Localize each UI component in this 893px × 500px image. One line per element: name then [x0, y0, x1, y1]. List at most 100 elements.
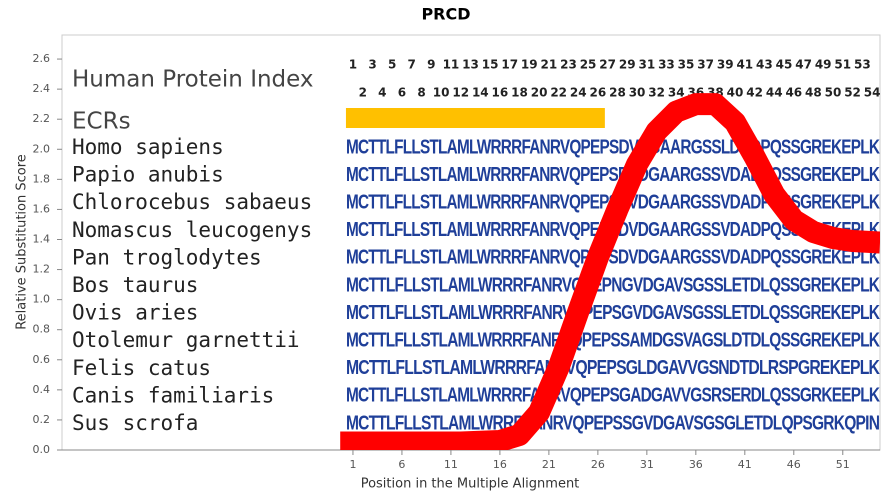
y-tick-label: 1.6 [33, 202, 51, 215]
species-name: Bos taurus [72, 273, 198, 297]
index-number: 25 [580, 58, 597, 72]
y-tick-label: 0.0 [33, 443, 51, 456]
y-axis-label: Relative Substitution Score [15, 154, 30, 330]
index-number: 21 [541, 58, 558, 72]
index-number: 18 [511, 86, 528, 100]
index-number: 26 [590, 86, 607, 100]
sequence: MCTTLFLLSTLAMLWRRRFANRVQPEPSGADGAVVGSRSE… [346, 385, 880, 407]
index-number: 1 [349, 58, 357, 72]
index-number: 4 [378, 86, 386, 100]
index-number: 15 [482, 58, 499, 72]
index-number: 51 [834, 58, 851, 72]
y-tick-label: 2.6 [33, 52, 51, 65]
sequence: MCTTLFLLSTLAMLWRRRFANRVQPEPSDVDGAARGSSVD… [346, 247, 880, 269]
x-tick-label: 51 [836, 458, 850, 471]
index-number: 40 [727, 86, 744, 100]
y-tick-label: 2.2 [33, 112, 51, 125]
x-tick-label: 26 [591, 458, 605, 471]
index-number: 42 [746, 86, 763, 100]
index-number: 14 [472, 86, 489, 100]
index-number: 28 [609, 86, 626, 100]
index-number: 16 [492, 86, 509, 100]
index-number: 47 [795, 58, 812, 72]
index-number: 33 [658, 58, 675, 72]
y-tick-label: 0.4 [33, 383, 51, 396]
x-tick-label: 36 [689, 458, 703, 471]
ecr-label: ECRs [72, 109, 131, 135]
index-number: 5 [388, 58, 396, 72]
index-number: 44 [766, 86, 783, 100]
x-tick-label: 41 [738, 458, 752, 471]
x-tick-label: 21 [542, 458, 556, 471]
y-tick-label: 1.2 [33, 263, 51, 276]
index-number: 3 [368, 58, 376, 72]
index-number: 6 [398, 86, 406, 100]
index-number: 29 [619, 58, 636, 72]
sequence: MCTTLFLLSTLAMLWRRRFANRVQPEPSDVDGAARGSSVD… [346, 164, 880, 186]
y-tick-label: 2.4 [33, 82, 51, 95]
index-number: 20 [531, 86, 548, 100]
species-name: Sus scrofa [72, 411, 198, 435]
y-tick-label: 1.4 [33, 232, 51, 245]
index-number: 43 [756, 58, 773, 72]
species-name: Papio anubis [72, 163, 224, 187]
index-number: 45 [776, 58, 793, 72]
index-number: 31 [638, 58, 655, 72]
index-number: 35 [678, 58, 695, 72]
y-tick-label: 1.0 [33, 293, 51, 306]
species-name: Nomascus leucogenys [72, 218, 312, 242]
index-number: 19 [521, 58, 538, 72]
index-number: 53 [854, 58, 871, 72]
species-name: Ovis aries [72, 301, 198, 325]
index-number: 2 [359, 86, 367, 100]
sequence: MCTTLFLLSTLAMLWRRRFANRVQPEPSGVDGAVSGSSLE… [346, 302, 880, 324]
x-tick-label: 31 [640, 458, 654, 471]
index-number: 23 [560, 58, 577, 72]
index-number: 54 [864, 86, 881, 100]
index-number: 10 [433, 86, 450, 100]
index-number: 22 [550, 86, 567, 100]
index-number: 46 [785, 86, 802, 100]
index-number: 8 [417, 86, 425, 100]
index-title: Human Protein Index [72, 67, 314, 93]
index-number: 39 [717, 58, 734, 72]
chart-title: PRCD [421, 5, 470, 24]
sequence: MCTTLFLLSTLAMLWRRRFANRVQPEPNGVDGAVSGSSLE… [346, 274, 880, 296]
x-tick-label: 6 [398, 458, 405, 471]
ecr-bar [345, 108, 605, 128]
index-number: 48 [805, 86, 822, 100]
x-tick-label: 46 [787, 458, 801, 471]
x-tick-label: 1 [349, 458, 356, 471]
index-number: 11 [443, 58, 460, 72]
y-tick-label: 0.6 [33, 353, 51, 366]
index-number: 7 [408, 58, 416, 72]
sequence: MCTTLFLLSTLAMLWRRRFANRVQPEPSGLDGAVVGSNDT… [346, 357, 880, 379]
index-number: 24 [570, 86, 587, 100]
line [340, 93, 880, 450]
index-number: 13 [462, 58, 479, 72]
y-tick-label: 1.8 [33, 172, 51, 185]
x-tick-label: 16 [493, 458, 507, 471]
series-group [340, 93, 880, 450]
species-name: Homo sapiens [72, 135, 224, 159]
y-tick-label: 0.8 [33, 323, 51, 336]
sequence: MCTTLFLLSTLAMLWRRRFANRVQPEPSDVDGAARGSSLD… [346, 136, 880, 158]
species-name: Otolemur garnettii [72, 328, 300, 352]
index-number: 27 [599, 58, 616, 72]
index-number: 12 [452, 86, 469, 100]
y-tick-label: 2.0 [33, 142, 51, 155]
index-number: 32 [648, 86, 665, 100]
index-number: 41 [736, 58, 753, 72]
x-tick-label: 11 [444, 458, 458, 471]
species-name: Pan troglodytes [72, 245, 262, 269]
index-number: 50 [825, 86, 842, 100]
y-tick-label: 0.2 [33, 413, 51, 426]
sequence: MCTTLFLLSTLAMLWRRRFANRVQPEPSSGVDGAVSGSGL… [346, 412, 880, 434]
index-number: 17 [501, 58, 518, 72]
index-number: 37 [697, 58, 714, 72]
index-number: 9 [427, 58, 435, 72]
index-number: 52 [844, 86, 861, 100]
species-name: Chlorocebus sabaeus [72, 190, 312, 214]
index-number: 30 [629, 86, 646, 100]
